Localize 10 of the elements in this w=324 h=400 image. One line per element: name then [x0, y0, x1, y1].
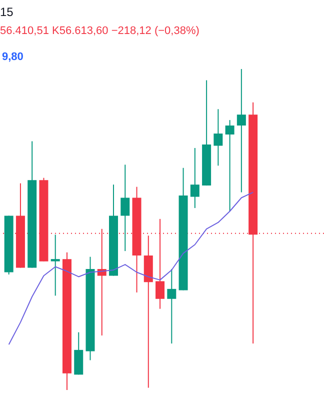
candlestick: [167, 268, 176, 344]
candlestick: [190, 147, 200, 209]
candlestick: [214, 108, 223, 166]
candlestick: [50, 234, 60, 296]
candlestick: [120, 164, 130, 252]
candlestick: [225, 120, 234, 212]
text: 9,80: [2, 51, 24, 63]
text: 56.410,51 K56.613,60 −218,12 (−0,38%): [0, 25, 200, 37]
candlestick: [236, 68, 246, 193]
text: 15: [0, 5, 14, 19]
